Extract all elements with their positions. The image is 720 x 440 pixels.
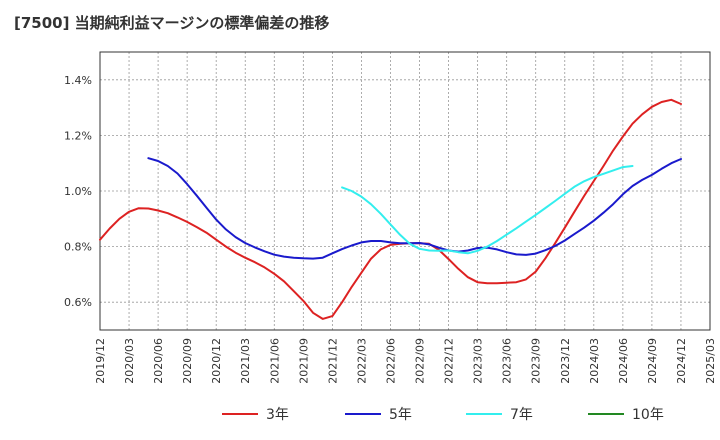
x-axis-ticks: 2019/12 2020/03 2020/06 2020/09 2020/12 2021/… [94, 338, 717, 384]
chart-title: [7500] 当期純利益マージンの標準偏差の推移 [14, 14, 330, 32]
x-tick-label: 2024/06 [617, 338, 630, 384]
x-tick-label: 2020/06 [152, 338, 165, 384]
x-tick-label: 2023/09 [530, 338, 543, 384]
x-tick-label: 2021/03 [239, 338, 252, 384]
x-tick-label: 2021/06 [268, 338, 281, 384]
x-tick-label: 2023/03 [472, 338, 485, 384]
x-tick-label: 2023/06 [501, 338, 514, 384]
x-tick-label: 2022/12 [443, 338, 456, 384]
x-tick-label: 2019/12 [94, 338, 107, 384]
series-line-3年 [99, 98, 682, 320]
y-tick-label: 1.0% [64, 185, 92, 198]
x-tick-label: 2021/12 [326, 338, 339, 384]
y-tick-label: 0.8% [64, 241, 92, 254]
series-line-7年 [341, 165, 634, 255]
legend-label: 5年 [389, 407, 412, 423]
x-tick-label: 2021/09 [297, 338, 310, 384]
x-tick-label: 2024/12 [675, 338, 688, 384]
series-line-5年 [147, 157, 682, 260]
x-tick-label: 2024/03 [588, 338, 601, 384]
plot-border [99, 51, 711, 331]
y-axis-ticks: 0.6% 0.8% 1.0% 1.2% 1.4% [64, 74, 92, 309]
x-tick-label: 2020/09 [181, 338, 194, 384]
x-tick-label: 2020/12 [210, 338, 223, 384]
y-tick-label: 1.4% [64, 74, 92, 87]
legend: 3年 5年 7年 10年 [222, 407, 664, 423]
legend-label: 10年 [632, 407, 664, 423]
grid-lines [99, 52, 711, 330]
x-tick-label: 2022/09 [414, 338, 427, 384]
x-tick-label: 2025/03 [704, 338, 717, 384]
x-tick-label: 2020/03 [123, 338, 136, 384]
y-tick-label: 0.6% [64, 296, 92, 309]
legend-label: 7年 [510, 407, 533, 423]
x-tick-label: 2022/03 [355, 338, 368, 384]
legend-label: 3年 [266, 407, 289, 423]
y-tick-label: 1.2% [64, 129, 92, 142]
series-lines [99, 98, 682, 320]
x-tick-label: 2024/09 [646, 338, 659, 384]
x-tick-label: 2023/12 [559, 338, 572, 384]
x-tick-label: 2022/06 [384, 338, 397, 384]
plot-frame [99, 51, 711, 331]
